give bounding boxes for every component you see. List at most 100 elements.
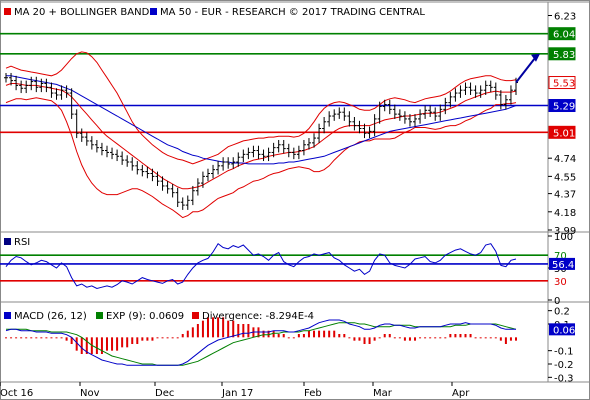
- legend-label-ma50: MA 50 - EUR - RESEARCH © 2017 TRADING CE…: [160, 7, 425, 18]
- divergence-bar: [398, 337, 401, 339]
- x-tick-label: Dec: [155, 388, 174, 399]
- bb-lower-line: [5, 97, 517, 219]
- divergence-bar: [338, 334, 341, 338]
- divergence-bar: [434, 337, 437, 339]
- divergence-bar: [141, 337, 144, 341]
- price-tick-label: 4.37: [554, 190, 576, 201]
- price-level-tag-box: [548, 125, 576, 139]
- divergence-bar: [247, 324, 250, 338]
- divergence-bar: [449, 334, 452, 338]
- divergence-bar: [111, 337, 114, 351]
- macd-legend: MACD (26, 12) EXP (9): 0.0609 Divergence…: [4, 311, 314, 322]
- divergence-bar: [40, 337, 43, 339]
- divergence-bar: [292, 337, 295, 339]
- ma20-line: [5, 83, 517, 190]
- price-level-tag-box: [548, 76, 576, 90]
- divergence-bar: [100, 337, 103, 354]
- legend-swatch-divergence: [192, 312, 199, 319]
- rsi-level-tag-label: 56.4: [552, 260, 574, 271]
- macd-tick-label: -0.2: [554, 360, 574, 371]
- legend-swatch-exp: [96, 312, 103, 319]
- price-y-ticks: 6.23 4.74 4.55 4.37 4.18 3.99: [548, 11, 576, 237]
- x-tick-label: Jan 17: [221, 388, 253, 399]
- divergence-bar: [70, 337, 73, 344]
- x-tick-label: Apr: [452, 388, 470, 399]
- divergence-bar: [267, 330, 270, 338]
- divergence-bar: [171, 337, 174, 339]
- divergence-bar: [151, 337, 154, 341]
- divergence-bar: [328, 330, 331, 338]
- legend-label-divergence: Divergence: -8.294E-4: [202, 311, 314, 322]
- divergence-bar: [60, 337, 63, 339]
- divergence-bar: [262, 330, 265, 338]
- divergence-bar: [378, 337, 381, 339]
- divergence-bar: [5, 337, 7, 339]
- bollinger-bands: [5, 51, 517, 219]
- divergence-bar: [429, 337, 432, 339]
- macd-tick-label: 0.2: [554, 307, 570, 318]
- rsi-line: [5, 242, 517, 290]
- price-level-tag-box: [548, 27, 576, 41]
- divergence-bar: [419, 337, 422, 339]
- price-level-tag-label: 5.53: [553, 79, 575, 90]
- divergence-bar: [307, 330, 310, 338]
- divergence-bar: [297, 334, 300, 338]
- divergence-bar: [454, 334, 457, 338]
- divergence-bar: [45, 337, 48, 339]
- price-level-tag-box: [548, 47, 576, 61]
- divergence-bar: [85, 337, 88, 354]
- divergence-bar: [313, 330, 316, 338]
- macd-tick-label: -0.3: [554, 373, 574, 384]
- divergence-bar: [206, 317, 209, 338]
- rsi-level-tag-label: 30: [554, 277, 567, 288]
- legend-label-exp: EXP (9): 0.0609: [106, 311, 184, 322]
- macd-tick-label: -0.1: [554, 347, 574, 358]
- divergence-bar: [212, 317, 215, 338]
- divergence-bar: [464, 334, 467, 338]
- divergence-bar: [484, 337, 487, 339]
- x-tick-label: Mar: [373, 388, 393, 399]
- macd-panel: 0.20.1-0.1-0.2-0.3 0.06 MACD (26, 12) EX…: [0, 302, 590, 384]
- divergence-bar: [414, 337, 417, 341]
- macd-lines: [5, 319, 517, 366]
- divergence-bar: [222, 317, 225, 338]
- divergence-bar: [227, 320, 230, 338]
- divergence-bar: [232, 320, 235, 338]
- divergence-bar: [373, 337, 376, 341]
- x-tick-label: Feb: [304, 388, 322, 399]
- divergence-bar: [277, 334, 280, 338]
- divergence-bar: [282, 334, 285, 338]
- divergence-bar: [201, 320, 204, 338]
- divergence-bar: [358, 337, 361, 341]
- divergence-bar: [333, 330, 336, 338]
- divergence-bar: [196, 324, 199, 338]
- divergence-bar: [65, 337, 68, 341]
- price-tick-label: 4.18: [554, 208, 576, 219]
- divergence-bar: [25, 337, 28, 339]
- divergence-bar: [10, 337, 13, 339]
- divergence-bar: [75, 337, 78, 351]
- price-level-tag-box: [548, 99, 576, 113]
- divergence-bar: [343, 334, 346, 338]
- divergence-bar: [408, 337, 411, 341]
- moving-averages: [6, 75, 517, 165]
- divergence-bar: [424, 337, 427, 339]
- divergence-bar: [368, 337, 371, 344]
- divergence-bar: [383, 334, 386, 338]
- divergence-bar: [469, 334, 472, 338]
- divergence-bar: [363, 337, 366, 344]
- divergence-bar: [287, 337, 290, 339]
- divergence-bar: [494, 337, 497, 339]
- divergence-bar: [348, 337, 351, 339]
- divergence-bar: [504, 337, 507, 344]
- divergence-bar: [439, 337, 442, 339]
- divergence-bar: [388, 334, 391, 338]
- x-tick-label: Nov: [80, 388, 100, 399]
- divergence-bar: [136, 337, 139, 344]
- divergence-bar: [121, 337, 124, 348]
- divergence-bar: [20, 337, 23, 339]
- rsi-title: RSI: [14, 237, 30, 248]
